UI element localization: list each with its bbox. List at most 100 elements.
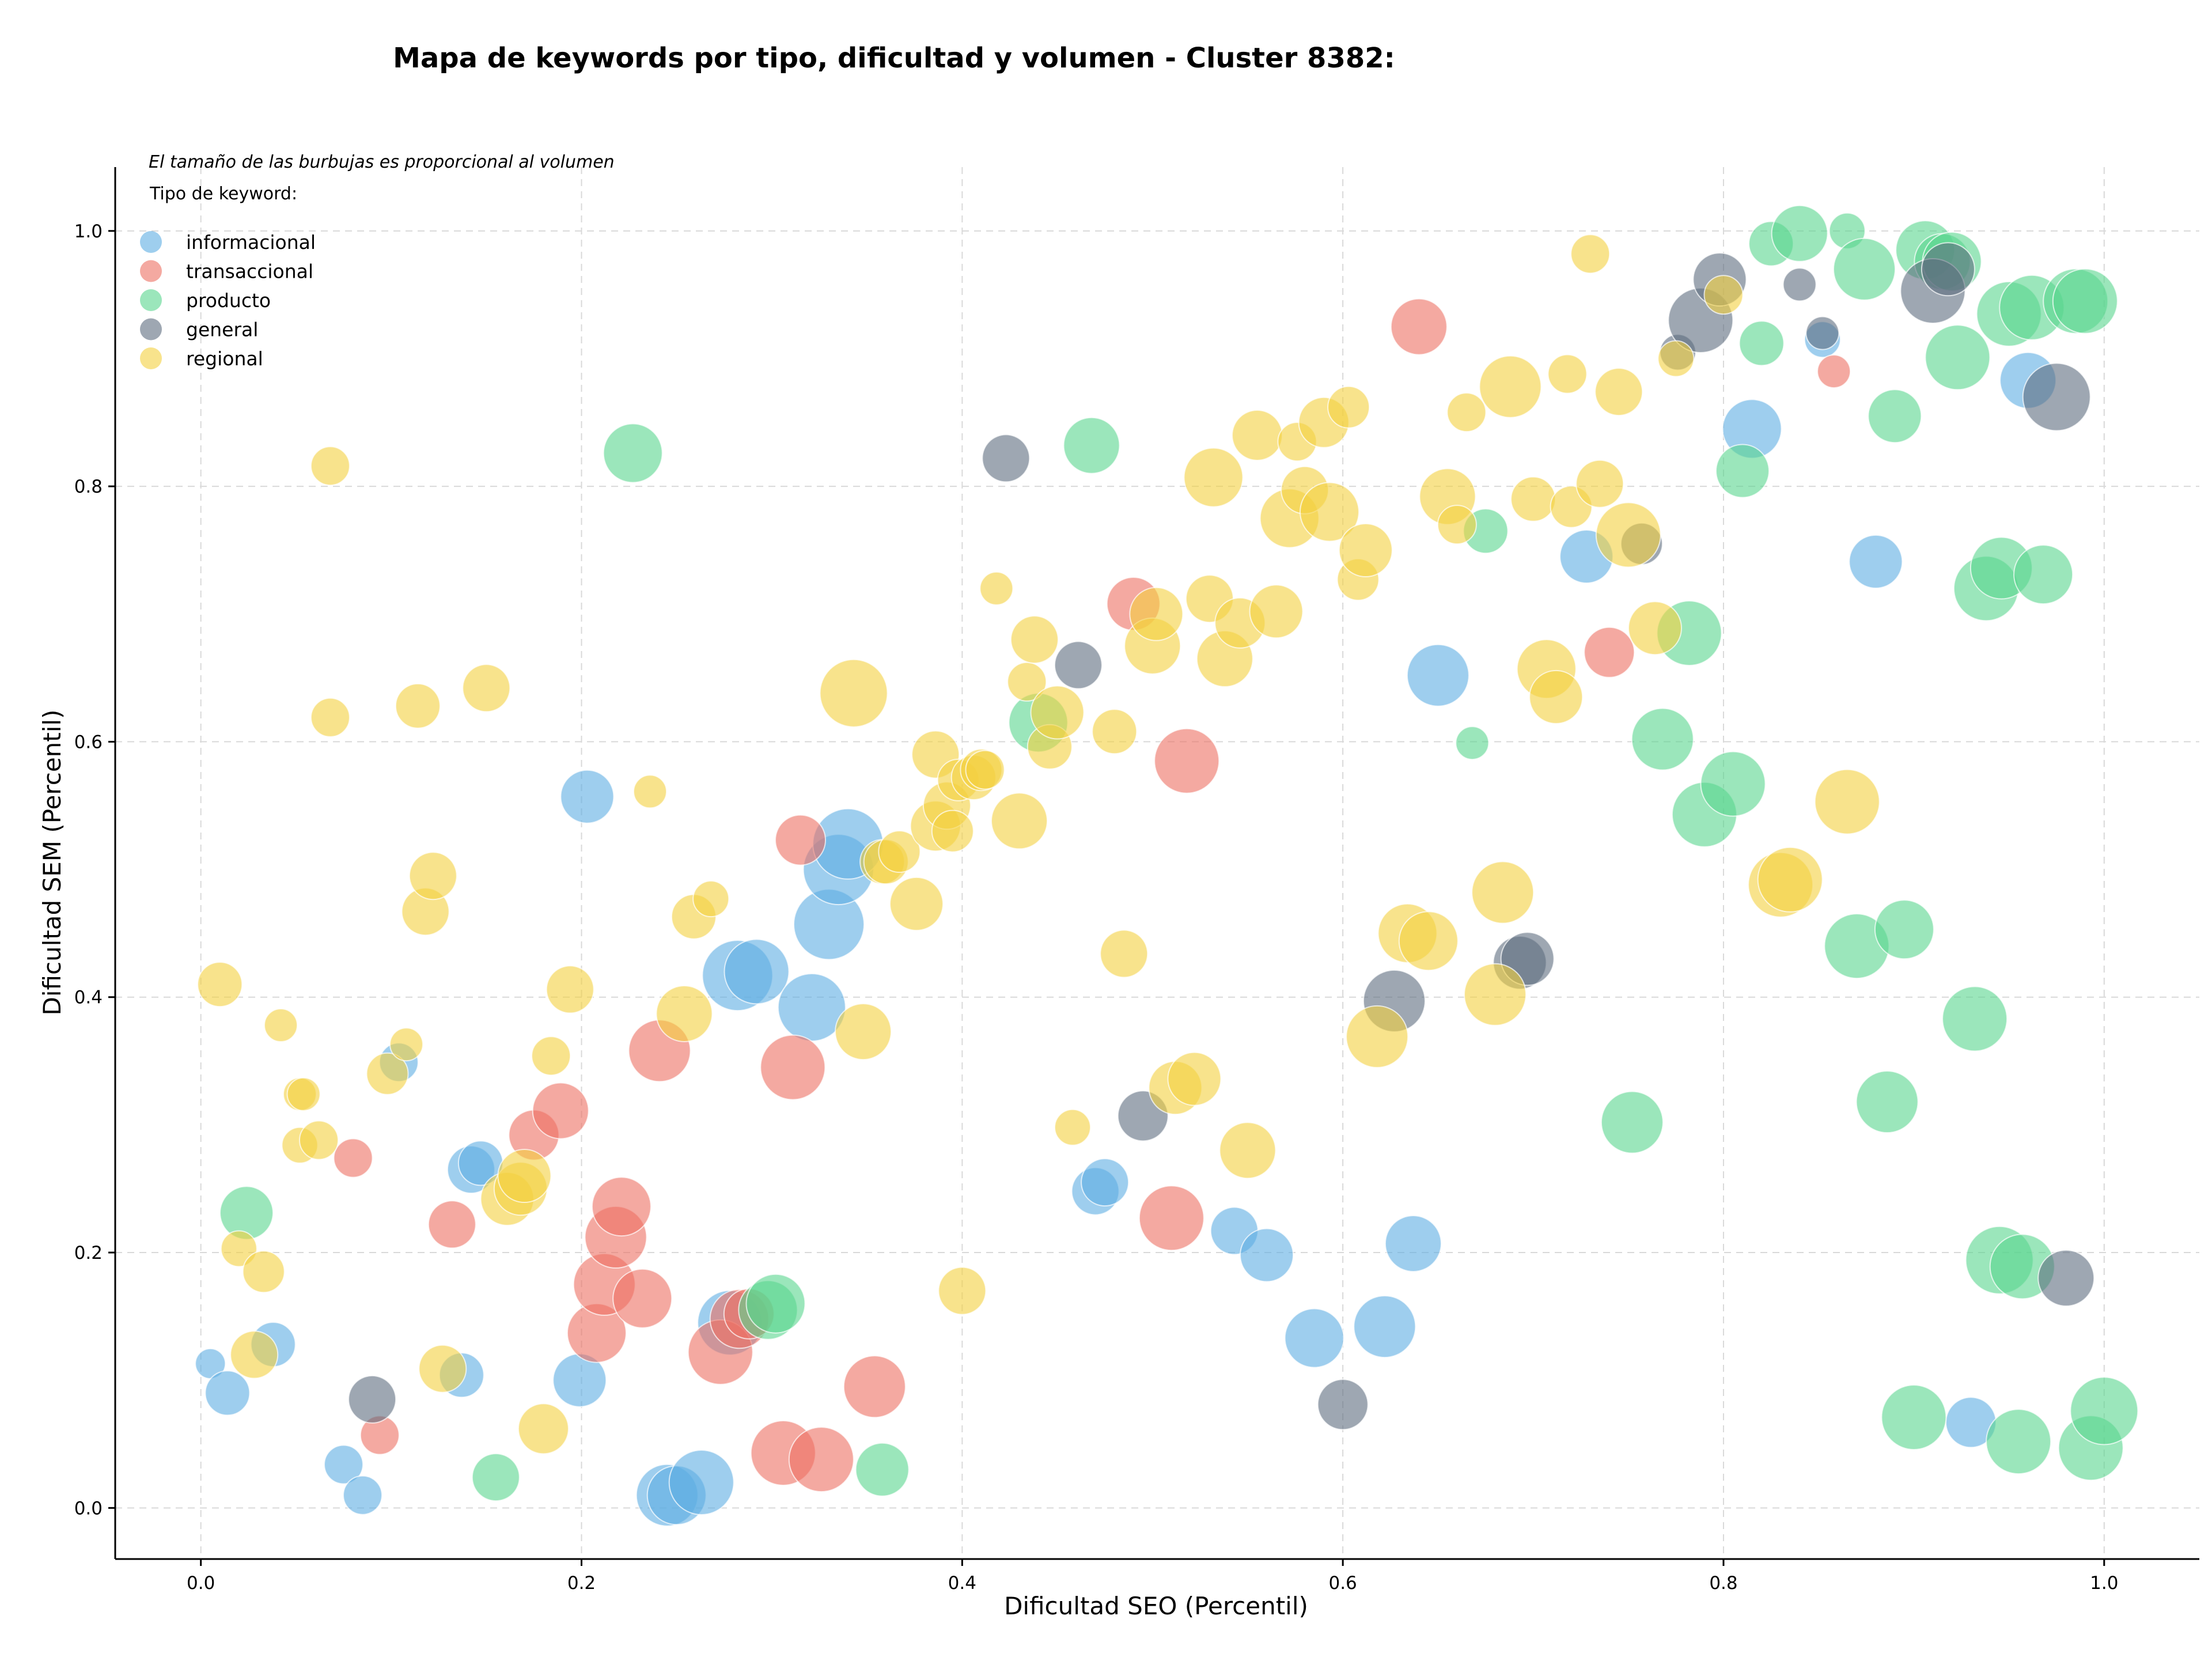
bubble-regional[interactable] bbox=[1703, 275, 1744, 315]
bubble-regional[interactable] bbox=[1129, 587, 1184, 641]
bubble-informacional[interactable] bbox=[1081, 1158, 1130, 1207]
bubble-regional[interactable] bbox=[1183, 447, 1244, 508]
bubble-regional[interactable] bbox=[1054, 1108, 1091, 1146]
bubble-informacional[interactable] bbox=[1849, 534, 1903, 589]
bubble-transaccional[interactable] bbox=[333, 1138, 373, 1178]
bubble-regional[interactable] bbox=[1479, 355, 1542, 418]
bubble-regional[interactable] bbox=[1092, 709, 1138, 755]
bubble-producto[interactable] bbox=[1881, 1384, 1947, 1450]
bubble-regional[interactable] bbox=[1595, 502, 1661, 568]
bubble-producto[interactable] bbox=[1631, 707, 1694, 771]
bubble-producto[interactable] bbox=[1455, 726, 1490, 760]
bubble-regional[interactable] bbox=[931, 809, 974, 853]
bubble-regional[interactable] bbox=[242, 1250, 285, 1293]
bubble-regional[interactable] bbox=[1167, 1051, 1222, 1106]
bubble-regional[interactable] bbox=[819, 659, 888, 728]
bubble-regional[interactable] bbox=[264, 1008, 298, 1042]
bubble-regional[interactable] bbox=[1446, 392, 1487, 433]
bubble-transaccional[interactable] bbox=[1817, 354, 1851, 389]
bubble-regional[interactable] bbox=[965, 750, 1005, 790]
bubble-regional[interactable] bbox=[1510, 476, 1556, 522]
bubble-regional[interactable] bbox=[517, 1403, 569, 1455]
bubble-informacional[interactable] bbox=[668, 1450, 734, 1515]
bubble-producto[interactable] bbox=[855, 1442, 910, 1497]
bubble-regional[interactable] bbox=[938, 1266, 987, 1315]
bubble-regional[interactable] bbox=[531, 1036, 571, 1076]
bubble-regional[interactable] bbox=[1338, 523, 1393, 577]
bubble-regional[interactable] bbox=[462, 664, 511, 713]
bubble-regional[interactable] bbox=[497, 1149, 552, 1203]
bubble-producto[interactable] bbox=[603, 423, 663, 483]
bubble-general[interactable] bbox=[1317, 1379, 1369, 1431]
bubble-regional[interactable] bbox=[878, 830, 921, 873]
bubble-producto[interactable] bbox=[1855, 1070, 1919, 1133]
bubble-transaccional[interactable] bbox=[760, 1034, 826, 1100]
bubble-producto[interactable] bbox=[1874, 899, 1934, 960]
bubble-regional[interactable] bbox=[1464, 963, 1527, 1026]
bubble-informacional[interactable] bbox=[724, 939, 790, 1005]
bubble-regional[interactable] bbox=[633, 774, 667, 809]
bubble-regional[interactable] bbox=[299, 1120, 339, 1160]
bubble-regional[interactable] bbox=[692, 880, 730, 918]
bubble-regional[interactable] bbox=[310, 697, 350, 737]
bubble-producto[interactable] bbox=[1868, 389, 1922, 444]
bubble-producto[interactable] bbox=[219, 1186, 274, 1240]
bubble-informacional[interactable] bbox=[560, 769, 615, 824]
bubble-producto[interactable] bbox=[1700, 751, 1766, 817]
bubble-regional[interactable] bbox=[366, 1052, 409, 1095]
bubble-informacional[interactable] bbox=[1240, 1228, 1294, 1282]
bubble-producto[interactable] bbox=[1833, 237, 1896, 301]
bubble-regional[interactable] bbox=[1010, 615, 1059, 664]
bubble-regional[interactable] bbox=[656, 985, 713, 1042]
bubble-regional[interactable] bbox=[230, 1330, 279, 1379]
bubble-transaccional[interactable] bbox=[427, 1200, 476, 1249]
bubble-regional[interactable] bbox=[889, 876, 944, 931]
bubble-regional[interactable] bbox=[1398, 911, 1459, 971]
bubble-regional[interactable] bbox=[546, 965, 594, 1014]
bubble-general[interactable] bbox=[2037, 1249, 2095, 1307]
bubble-transaccional[interactable] bbox=[843, 1355, 906, 1418]
bubble-informacional[interactable] bbox=[1406, 644, 1469, 707]
bubble-producto[interactable] bbox=[2052, 268, 2118, 334]
bubble-regional[interactable] bbox=[286, 1077, 321, 1111]
bubble-producto[interactable] bbox=[1600, 1091, 1664, 1154]
bubble-transaccional[interactable] bbox=[1154, 728, 1220, 794]
bubble-regional[interactable] bbox=[395, 683, 441, 729]
bubble-regional[interactable] bbox=[1657, 340, 1695, 377]
bubble-producto[interactable] bbox=[1715, 444, 1770, 498]
bubble-producto[interactable] bbox=[745, 1273, 806, 1334]
bubble-regional[interactable] bbox=[991, 792, 1048, 850]
bubble-producto[interactable] bbox=[2013, 544, 2074, 605]
bubble-general[interactable] bbox=[348, 1375, 397, 1424]
bubble-regional[interactable] bbox=[418, 1344, 467, 1393]
bubble-informacional[interactable] bbox=[324, 1444, 363, 1485]
bubble-regional[interactable] bbox=[1529, 669, 1584, 724]
bubble-producto[interactable] bbox=[1925, 324, 1991, 391]
bubble-transaccional[interactable] bbox=[788, 1427, 854, 1493]
bubble-regional[interactable] bbox=[1437, 505, 1477, 545]
bubble-producto[interactable] bbox=[2070, 1376, 2139, 1446]
bubble-producto[interactable] bbox=[471, 1453, 520, 1502]
bubble-regional[interactable] bbox=[1594, 368, 1643, 417]
bubble-regional[interactable] bbox=[408, 852, 457, 901]
bubble-general[interactable] bbox=[982, 434, 1031, 483]
bubble-producto[interactable] bbox=[1738, 320, 1785, 366]
bubble-producto[interactable] bbox=[1771, 205, 1828, 262]
bubble-regional[interactable] bbox=[1219, 1122, 1277, 1179]
bubble-regional[interactable] bbox=[1327, 385, 1370, 429]
bubble-regional[interactable] bbox=[1570, 234, 1611, 274]
bubble-informacional[interactable] bbox=[1353, 1295, 1416, 1359]
bubble-informacional[interactable] bbox=[343, 1475, 382, 1515]
bubble-general[interactable] bbox=[2022, 362, 2091, 432]
bubble-regional[interactable] bbox=[1471, 861, 1535, 924]
bubble-informacional[interactable] bbox=[204, 1370, 251, 1416]
bubble-informacional[interactable] bbox=[1384, 1215, 1442, 1272]
bubble-transaccional[interactable] bbox=[1390, 298, 1448, 355]
bubble-regional[interactable] bbox=[1346, 1005, 1409, 1068]
bubble-transaccional[interactable] bbox=[775, 814, 826, 866]
bubble-regional[interactable] bbox=[1575, 459, 1624, 508]
bubble-general[interactable] bbox=[1805, 316, 1840, 350]
bubble-informacional[interactable] bbox=[1284, 1308, 1344, 1368]
bubble-regional[interactable] bbox=[979, 571, 1014, 606]
bubble-regional[interactable] bbox=[1814, 769, 1880, 835]
